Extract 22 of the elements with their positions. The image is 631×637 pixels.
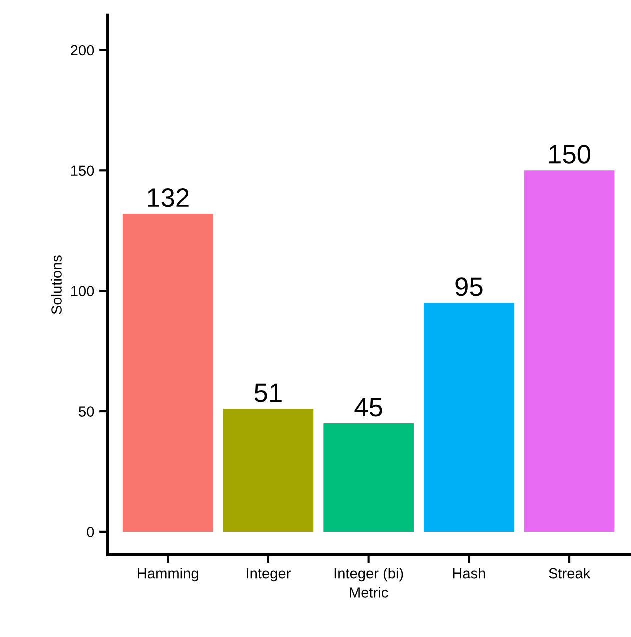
data-label: 132 [148, 188, 189, 208]
x-tick-label: Integer (bi) [334, 568, 404, 582]
y-tick-label: 0 [87, 527, 94, 538]
y-axis-title: Solutions [51, 256, 62, 314]
y-tick-label: 150 [71, 166, 94, 176]
y-tick-label: 50 [79, 406, 94, 417]
x-axis-title: Metric [350, 587, 388, 598]
y-tick-label: 200 [71, 45, 94, 56]
data-label: 45 [354, 398, 382, 417]
data-label: 150 [550, 145, 591, 164]
bar [223, 409, 314, 532]
y-tick-label: 100 [71, 286, 94, 297]
x-tick-label: Streak [549, 568, 591, 579]
bar [524, 170, 615, 532]
data-label: 95 [456, 278, 483, 296]
bar [122, 214, 214, 532]
bar [324, 424, 414, 532]
data-label: 51 [254, 384, 282, 402]
x-tick-label: Hamming [138, 568, 198, 582]
x-tick-label: Integer [247, 568, 291, 582]
bar [424, 303, 514, 532]
x-tick-label: Hash [453, 568, 486, 579]
